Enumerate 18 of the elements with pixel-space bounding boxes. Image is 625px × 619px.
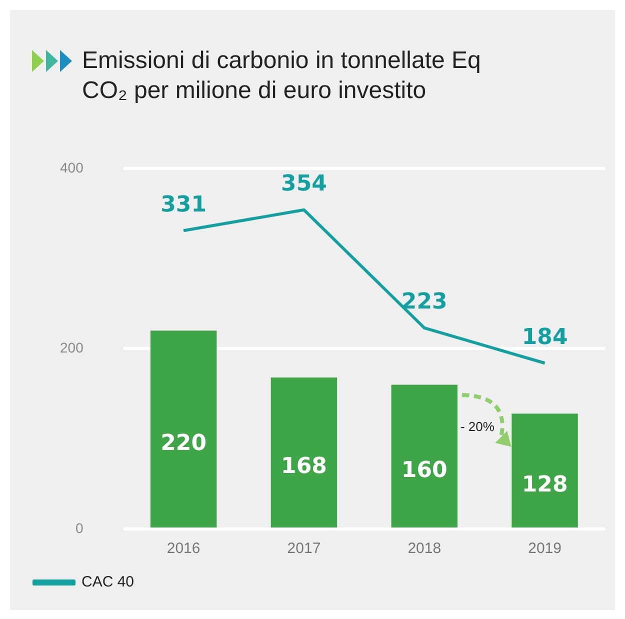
data-label: 223 [401, 290, 448, 315]
data-label: 168 [281, 454, 327, 480]
x-tick-label: 2019 [528, 540, 562, 558]
data-label: 160 [401, 458, 448, 483]
legend-label: CAC 40 [82, 574, 134, 591]
chart-title: Emissioni di carbonio in tonnellate Eq CO₂ per milione di euro investito [82, 46, 482, 106]
annotation: - 20% [460, 418, 494, 434]
x-tick-label: 2018 [408, 540, 442, 558]
y-tick-label: 200 [60, 340, 84, 356]
x-tick-label: 2017 [287, 540, 321, 558]
data-label: 184 [522, 324, 568, 350]
y-tick-label: 0 [76, 520, 84, 536]
data-label: 331 [160, 192, 207, 218]
data-label: 128 [522, 472, 568, 498]
y-tick-label: 400 [60, 159, 84, 176]
x-tick-label: 2016 [166, 540, 200, 558]
data-label: 354 [281, 172, 327, 197]
data-label: 220 [160, 430, 207, 456]
